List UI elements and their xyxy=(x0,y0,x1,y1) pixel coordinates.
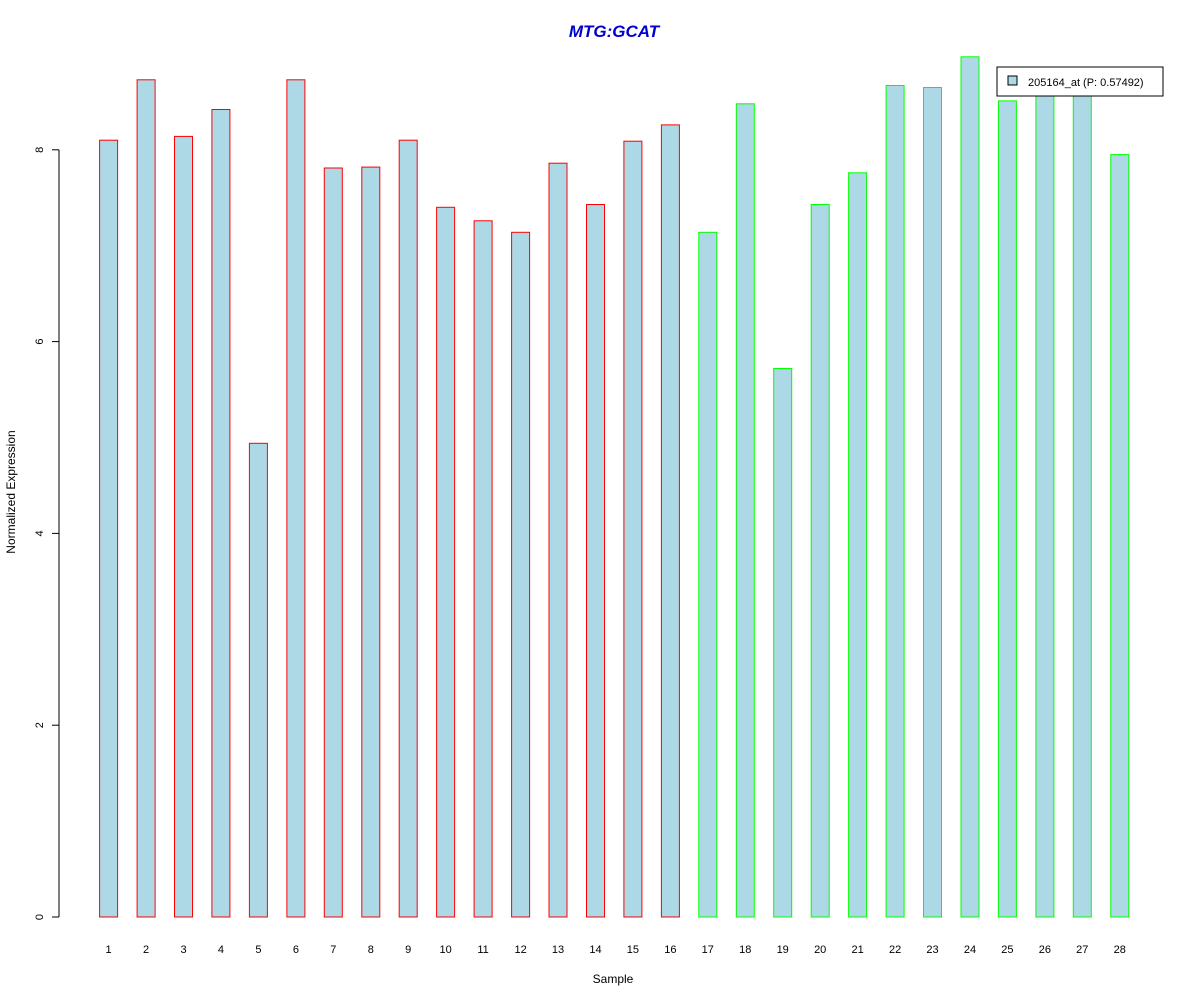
bar-sample-11 xyxy=(473,220,493,918)
x-tick-label: 9 xyxy=(405,944,411,956)
x-tick-label: 16 xyxy=(664,944,676,956)
x-tick-label: 3 xyxy=(180,944,186,956)
x-tick-label: 19 xyxy=(777,944,789,956)
y-tick-label: 6 xyxy=(34,339,46,345)
bar-sample-28 xyxy=(1110,154,1130,918)
y-tick-label: 4 xyxy=(34,530,46,536)
bar-sample-12 xyxy=(511,231,531,918)
x-tick-label: 28 xyxy=(1114,944,1126,956)
legend: 205164_at (P: 0.57492) xyxy=(996,66,1164,97)
x-tick-label: 22 xyxy=(889,944,901,956)
x-tick-label: 25 xyxy=(1001,944,1013,956)
x-axis: 1 2 3 4 5 6 7 8 9 10 11 12 13 14 15 16 17 18 19 20 21 22 23 24 2… xyxy=(106,944,1126,956)
x-tick-label: 4 xyxy=(218,944,224,956)
x-tick-label: 7 xyxy=(330,944,336,956)
x-tick-label: 2 xyxy=(143,944,149,956)
y-tick-label: 0 xyxy=(34,914,46,920)
bar-sample-7 xyxy=(323,167,343,918)
bar-sample-4 xyxy=(211,109,231,918)
legend-box xyxy=(996,66,1164,97)
bar-sample-10 xyxy=(436,206,456,918)
bar-sample-14 xyxy=(586,204,605,918)
x-tick-label: 20 xyxy=(814,944,826,956)
bar-sample-13 xyxy=(548,162,568,918)
legend-label: 205164_at (P: 0.57492) xyxy=(1028,77,1144,89)
bar-sample-23 xyxy=(923,87,942,918)
x-tick-label: 27 xyxy=(1076,944,1088,956)
x-tick-label: 17 xyxy=(702,944,714,956)
bar-sample-2 xyxy=(136,79,156,918)
bar-sample-26 xyxy=(1035,91,1055,918)
bar-sample-16 xyxy=(660,124,680,918)
x-tick-label: 13 xyxy=(552,944,564,956)
x-tick-label: 12 xyxy=(514,944,526,956)
bar-sample-1 xyxy=(99,139,119,918)
bar-sample-6 xyxy=(286,79,306,918)
y-tick-label: 8 xyxy=(34,147,46,153)
y-axis-label: Normalized Expression xyxy=(4,430,18,553)
bar-sample-18 xyxy=(735,103,755,918)
x-tick-label: 24 xyxy=(964,944,976,956)
x-tick-label: 10 xyxy=(439,944,451,956)
y-tick-label: 2 xyxy=(34,722,46,728)
x-tick-label: 26 xyxy=(1039,944,1051,956)
bar-sample-21 xyxy=(848,172,868,918)
x-tick-label: 18 xyxy=(739,944,751,956)
x-tick-label: 15 xyxy=(627,944,639,956)
bar-sample-22 xyxy=(885,85,905,918)
bar-sample-15 xyxy=(623,140,643,918)
bars-layer xyxy=(99,56,1130,918)
x-tick-label: 8 xyxy=(368,944,374,956)
bar-sample-19 xyxy=(773,368,793,918)
bar-sample-3 xyxy=(174,135,193,918)
legend-swatch xyxy=(1007,75,1018,86)
x-tick-label: 5 xyxy=(255,944,261,956)
bar-sample-25 xyxy=(997,100,1017,918)
bar-sample-9 xyxy=(398,139,418,918)
chart-title: MTG:GCAT xyxy=(569,22,661,41)
x-tick-label: 14 xyxy=(589,944,601,956)
bar-sample-27 xyxy=(1072,91,1092,918)
x-tick-label: 1 xyxy=(106,944,112,956)
bar-sample-8 xyxy=(361,166,381,918)
bar-sample-17 xyxy=(698,231,718,918)
x-tick-label: 23 xyxy=(926,944,938,956)
y-axis: 0 2 4 6 8 xyxy=(34,147,60,920)
bar-sample-5 xyxy=(248,442,268,918)
x-tick-label: 21 xyxy=(851,944,863,956)
bar-sample-20 xyxy=(810,204,830,918)
x-tick-label: 6 xyxy=(293,944,299,956)
bar-sample-24 xyxy=(960,56,980,918)
x-tick-label: 11 xyxy=(477,944,488,956)
x-axis-label: Sample xyxy=(593,972,634,986)
